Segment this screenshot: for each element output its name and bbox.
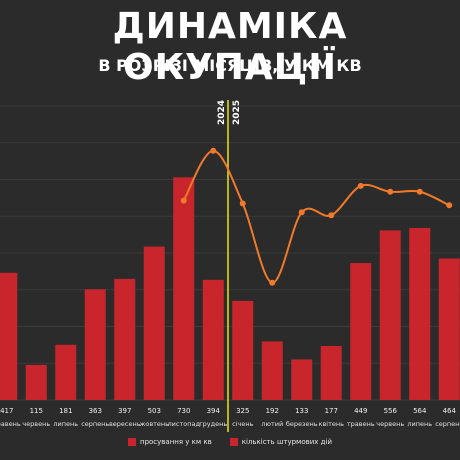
bar-value-label: 325	[236, 407, 249, 415]
line-point	[387, 188, 394, 195]
bar	[438, 258, 460, 400]
category-label: вересень	[109, 420, 141, 428]
category-label: травень	[347, 420, 375, 428]
category-label: листопад	[168, 420, 201, 428]
category-label: лютий	[261, 420, 283, 428]
bar	[291, 359, 313, 400]
bar	[0, 272, 18, 400]
legend-label-bars: просування у км кв	[140, 438, 212, 446]
category-label: серпень	[435, 420, 460, 428]
bar-value-label: 181	[59, 407, 72, 415]
category-label: липень	[407, 420, 432, 428]
bar	[350, 263, 372, 400]
line-point	[416, 188, 423, 195]
category-label: липень	[53, 420, 78, 428]
bar	[25, 364, 47, 400]
legend-label-line: кількість штурмових дій	[241, 438, 332, 446]
category-label: березень	[286, 420, 318, 428]
line-point	[269, 279, 276, 286]
line-point	[446, 202, 453, 209]
bar-value-label: 192	[266, 407, 279, 415]
chart-title: ДИНАМІКА ОКУПАЦІЇ	[112, 6, 348, 88]
category-label: серпень	[81, 420, 109, 428]
category-label: січень	[232, 420, 253, 428]
category-label: червень	[22, 420, 50, 428]
category-label: травень	[0, 420, 21, 428]
bar	[202, 279, 224, 400]
bar	[409, 227, 431, 400]
bar	[55, 344, 77, 400]
bar-value-label: 363	[89, 407, 102, 415]
bar-value-label: 564	[413, 407, 427, 415]
bar-value-label: 115	[30, 407, 43, 415]
line-series	[182, 149, 450, 284]
bar	[84, 289, 106, 400]
legend-swatch-line	[229, 438, 238, 446]
legend-item-bars: просування у км кв	[128, 438, 212, 446]
bar	[320, 346, 342, 400]
bar-value-label: 556	[384, 407, 398, 415]
category-label: грудень	[199, 420, 227, 428]
bar	[261, 341, 283, 400]
line-point	[328, 212, 335, 219]
bar-value-label: 503	[148, 407, 161, 415]
bar-value-label: 464	[443, 407, 457, 415]
legend-swatch-bars	[128, 438, 136, 446]
bar-value-label: 417	[0, 407, 13, 415]
year-label-2024: 2024	[217, 100, 227, 125]
bar	[143, 246, 165, 400]
bar	[173, 177, 195, 400]
category-label: квітень	[319, 420, 345, 428]
chart-subtitle: В РОЗРІЗІ МІСЯЦІВ, У КМ КВ	[98, 56, 362, 75]
line-point	[210, 147, 217, 154]
bar	[232, 300, 254, 400]
legend: просування у км кв кількість штурмових д…	[0, 438, 460, 446]
category-label: червень	[376, 420, 404, 428]
bar-value-label: 397	[118, 407, 131, 415]
bar-value-label: 449	[354, 407, 367, 415]
bar-value-label: 133	[295, 407, 308, 415]
year-label-2025: 2025	[232, 100, 242, 125]
legend-item-line: кількість штурмових дій	[229, 438, 332, 446]
line-point	[239, 200, 246, 207]
line-point	[357, 182, 364, 189]
line-point	[298, 209, 305, 216]
category-label: жовтень	[139, 420, 169, 428]
bar	[114, 278, 136, 400]
bar	[379, 230, 401, 400]
line-point	[180, 197, 187, 204]
bar-value-label: 730	[177, 407, 190, 415]
bar-value-label: 177	[325, 407, 338, 415]
bar-value-label: 394	[207, 407, 221, 415]
